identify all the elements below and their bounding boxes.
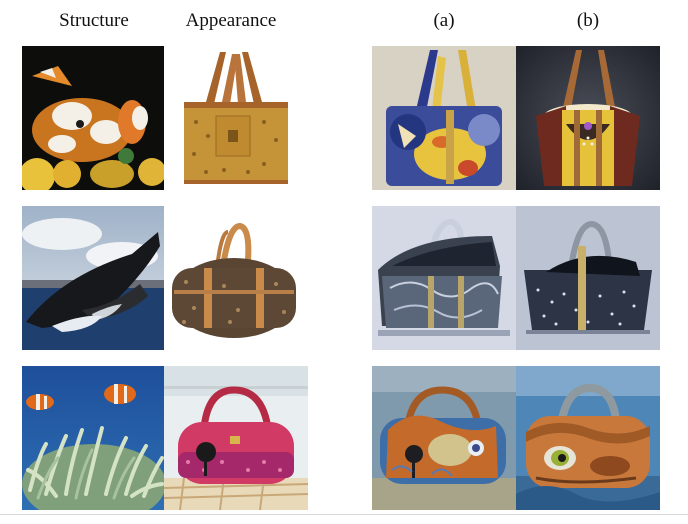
column-header-appearance: Appearance: [185, 10, 277, 31]
whale-image: [22, 206, 166, 350]
monogram-duffel-bag-image: [164, 206, 308, 350]
column-header-b: (b): [576, 10, 600, 31]
column-header-structure: Structure: [59, 10, 129, 31]
result-b-clownfish-bag-image: [516, 366, 660, 510]
bottom-rule: [0, 514, 688, 515]
brown-monogram-tote-image: [164, 46, 308, 190]
clownfish-anemone-image: [22, 366, 166, 510]
pink-handbag-image: [164, 366, 308, 510]
result-b-fish-tote-image: [516, 46, 660, 190]
column-header-a: (a): [433, 10, 455, 31]
result-a-clownfish-bag-image: [372, 366, 516, 510]
result-a-whale-bag-image: [372, 206, 516, 350]
result-b-whale-bag-image: [516, 206, 660, 350]
result-a-fish-tote-image: [372, 46, 516, 190]
pufferfish-image: [22, 46, 166, 190]
